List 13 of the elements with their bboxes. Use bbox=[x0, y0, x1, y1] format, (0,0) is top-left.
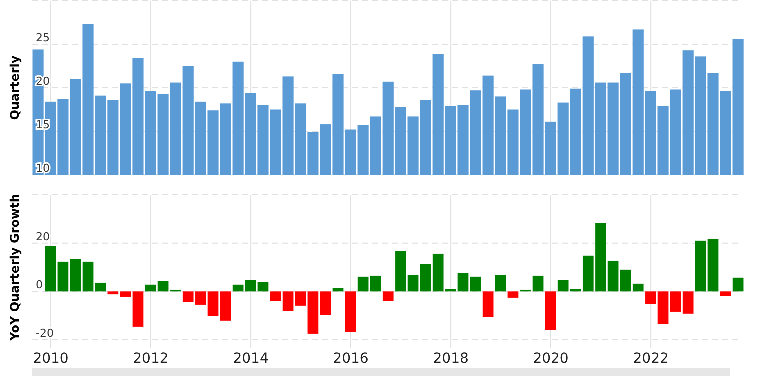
x-tick-label: 2020 bbox=[533, 351, 569, 367]
x-tick-label: 2022 bbox=[633, 351, 669, 367]
y-tick-label: 20 bbox=[36, 230, 50, 244]
y-tick-label: 0 bbox=[36, 278, 43, 292]
y-axis-title: Quarterly bbox=[8, 56, 22, 120]
x-tick-label: 2014 bbox=[233, 351, 269, 367]
y-tick-label: 25 bbox=[36, 32, 50, 44]
x-tick-label: 2012 bbox=[133, 351, 169, 367]
x-tick-label: 2018 bbox=[433, 351, 469, 367]
x-tick-label: 2010 bbox=[33, 351, 69, 367]
y-tick-label: -20 bbox=[36, 327, 54, 340]
y-axis-title: YoY Quarterly Growth bbox=[8, 194, 22, 342]
x-tick-label: 2016 bbox=[333, 351, 369, 367]
